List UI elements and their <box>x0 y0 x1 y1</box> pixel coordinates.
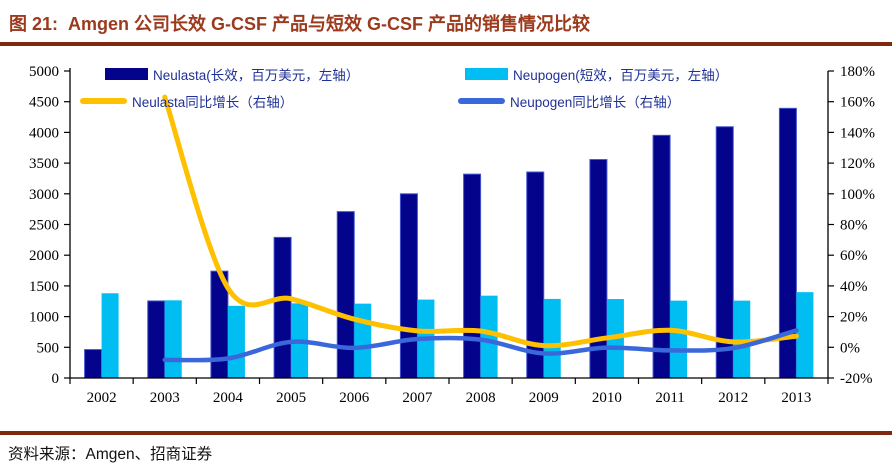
x-axis-category-label: 2008 <box>466 390 496 406</box>
left-axis-tick-label: 2000 <box>29 248 59 264</box>
x-axis-category-label: 2005 <box>276 390 306 406</box>
legend-label-neupogen-growth: Neupogen同比增长（右轴） <box>510 95 681 110</box>
legend-item-neupogen-growth: Neupogen同比增长（右轴） <box>458 93 681 110</box>
left-axis-tick-label: 3000 <box>29 187 59 203</box>
x-axis-category-label: 2009 <box>529 390 559 406</box>
legend-swatch-neulasta-bar <box>105 68 148 80</box>
legend-label-neulasta-bar: Neulasta(长效，百万美元，左轴） <box>153 68 360 83</box>
bar-neulasta-2005 <box>273 236 292 379</box>
left-axis-tick-label: 0 <box>52 371 60 387</box>
bar-neulasta-2011 <box>652 134 671 379</box>
x-axis-category-label: 2012 <box>718 390 748 406</box>
x-axis-category-label: 2002 <box>87 390 117 406</box>
figure-title: Amgen 公司长效 G-CSF 产品与短效 G-CSF 产品的销售情况比较 <box>68 14 591 34</box>
right-axis-tick-label: 40% <box>840 279 868 295</box>
right-axis-tick-label: 140% <box>840 125 875 141</box>
x-axis-category-label: 2004 <box>213 390 244 406</box>
figure-title-bar: 图 21: Amgen 公司长效 G-CSF 产品与短效 G-CSF 产品的销售… <box>0 0 892 46</box>
x-axis-category-label: 2013 <box>781 390 811 406</box>
source-footer: 资料来源：Amgen、招商证券 <box>0 431 892 471</box>
chart-area: 0 500 1000 1500 2000 2500 3000 3500 4000 4500 5000… <box>0 46 892 431</box>
left-axis-tick-label: 5000 <box>29 64 59 80</box>
bar-neulasta-2007 <box>399 193 418 379</box>
bar-neupogen-2003 <box>164 300 182 378</box>
left-axis-tick-label: 1000 <box>29 310 59 326</box>
legend-item-neupogen-bar: Neupogen(短效，百万美元，左轴） <box>465 66 729 83</box>
legend-swatch-neulasta-growth-line <box>80 98 127 104</box>
right-axis-tick-label: -20% <box>840 371 873 387</box>
x-axis-category-label: 2003 <box>150 390 180 406</box>
bar-neulasta-2006 <box>336 211 355 379</box>
x-axis-category-label: 2010 <box>592 390 622 406</box>
legend-label-neupogen-bar: Neupogen(短效，百万美元，左轴） <box>513 68 729 83</box>
right-axis-tick-label: 120% <box>840 156 875 172</box>
right-axis-tick-label: 60% <box>840 248 868 264</box>
left-axis-tick-label: 3500 <box>29 156 59 172</box>
bar-neupogen-2011 <box>670 300 688 378</box>
bar-neupogen-2013 <box>796 292 814 378</box>
bar-neupogen-2002 <box>101 293 119 378</box>
right-axis-tick-label: 180% <box>840 64 875 80</box>
right-axis-tick-label: 160% <box>840 95 875 111</box>
bar-neulasta-2002 <box>84 349 103 379</box>
left-axis-tick-label: 2500 <box>29 218 59 234</box>
left-axis-tick-label: 1500 <box>29 279 59 295</box>
left-axis-tick-label: 4000 <box>29 125 59 141</box>
right-axis-tick-label: 80% <box>840 218 868 234</box>
right-axis-tick-label: 20% <box>840 310 868 326</box>
legend-label-neulasta-growth: Neulasta同比增长（右轴） <box>132 95 294 110</box>
neulasta-growth-line <box>162 94 799 349</box>
right-axis-tick-label: 100% <box>840 187 875 203</box>
figure-number-label: 图 21: <box>9 14 59 34</box>
x-axis-category-label: 2011 <box>655 390 684 406</box>
bar-neulasta-2003 <box>147 300 166 379</box>
left-axis-tick-label: 500 <box>37 340 60 356</box>
left-axis-tick-label: 4500 <box>29 95 59 111</box>
legend-swatch-neupogen-bar <box>465 68 508 80</box>
bar-neupogen-2012 <box>733 300 751 378</box>
bar-neupogen-2009 <box>543 298 561 378</box>
legend-swatch-neupogen-growth-line <box>458 98 505 104</box>
combo-chart: 0 500 1000 1500 2000 2500 3000 3500 4000 4500 5000… <box>29 64 875 406</box>
neupogen-growth-line <box>162 328 799 363</box>
x-axis-category-label: 2006 <box>339 390 370 406</box>
bar-neupogen-2006 <box>354 303 372 378</box>
bar-neulasta-2008 <box>463 173 482 379</box>
right-axis-tick-label: 0% <box>840 340 860 356</box>
legend-item-neulasta-growth: Neulasta同比增长（右轴） <box>80 93 294 110</box>
bar-neupogen-2008 <box>480 295 498 378</box>
legend-item-neulasta-bar: Neulasta(长效，百万美元，左轴） <box>105 66 360 83</box>
bar-neupogen-2004 <box>227 305 245 378</box>
x-axis-category-label: 2007 <box>402 390 433 406</box>
bar-neulasta-2010 <box>589 159 608 379</box>
source-text: 资料来源：Amgen、招商证券 <box>8 446 213 463</box>
